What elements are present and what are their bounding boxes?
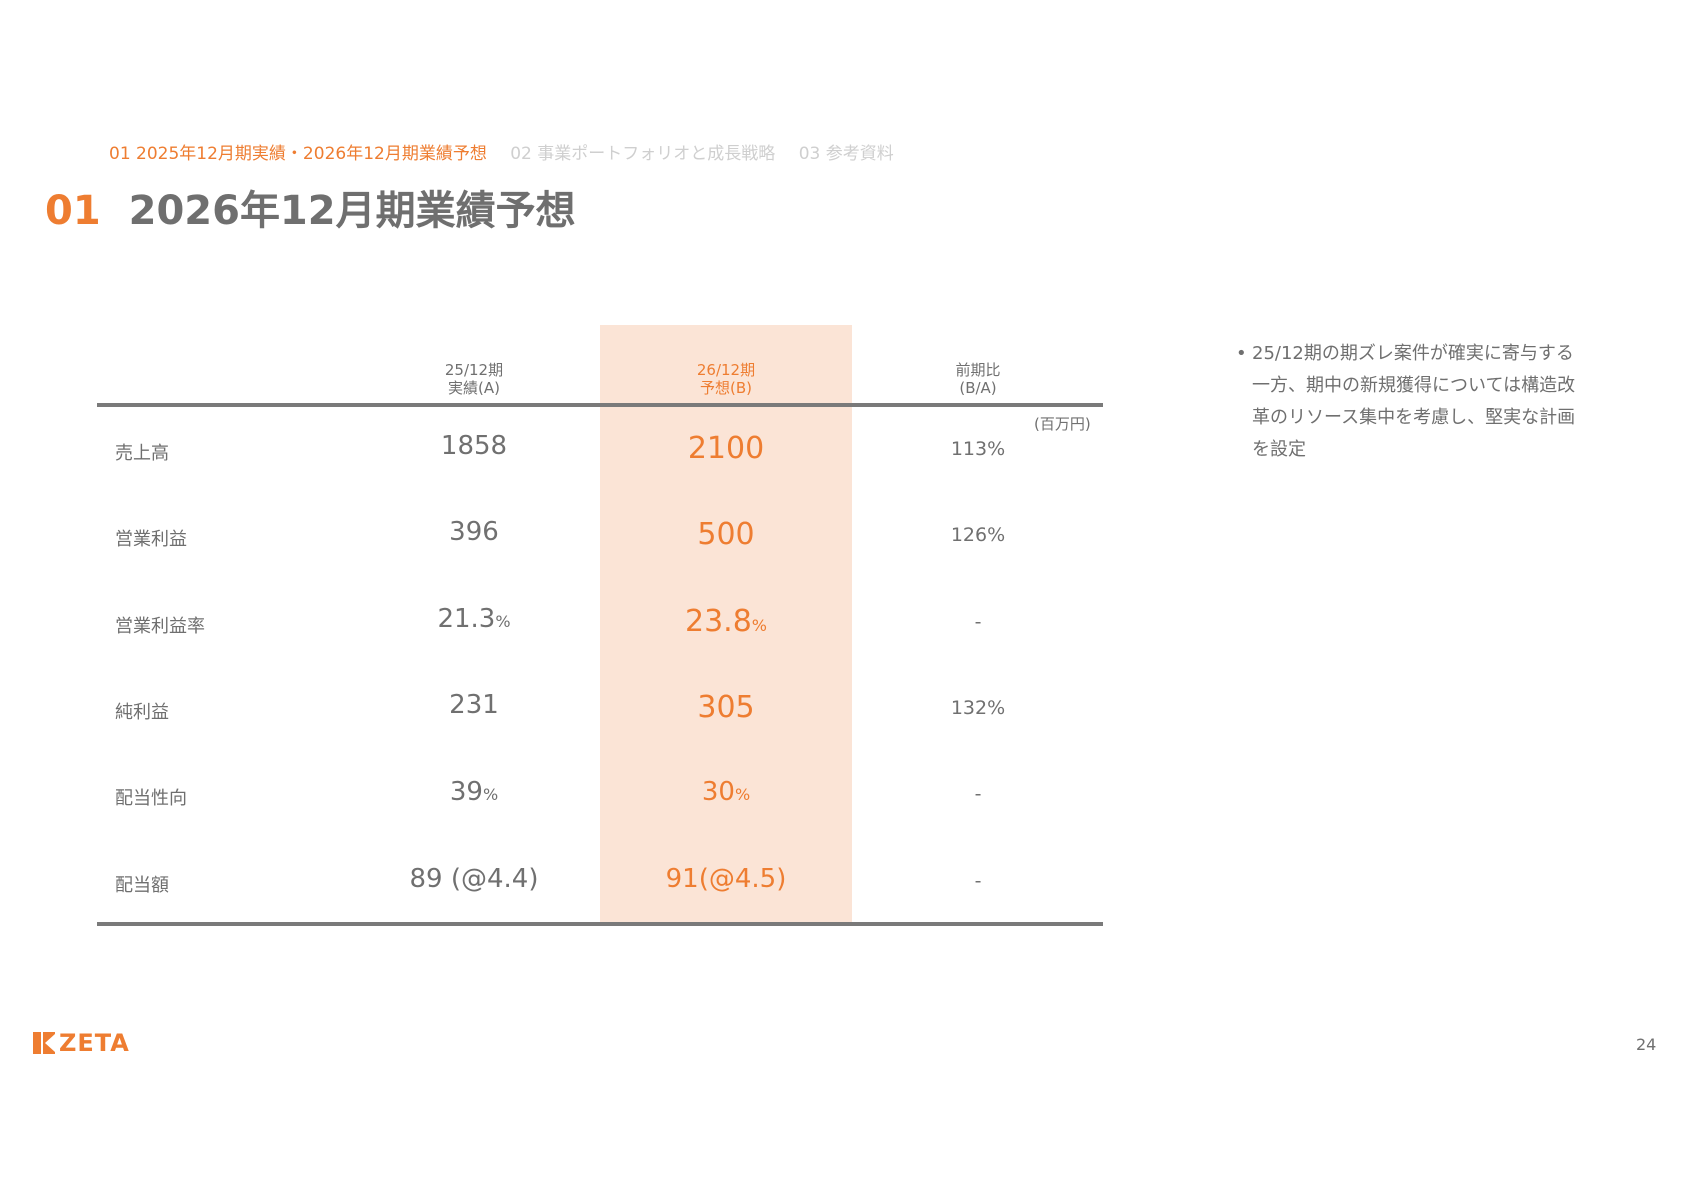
actual-operating-margin-value: 21.3 — [437, 604, 496, 634]
row-label-dividend: 配当額 — [115, 875, 169, 896]
ratio-operating-profit: 126% — [950, 524, 1006, 546]
actual-payout-ratio: 39% — [348, 777, 600, 807]
logo-text: ZETA — [59, 1029, 130, 1057]
page-title: 01 2026年12月期業績予想 — [45, 178, 576, 236]
forecast-payout-ratio: 30% — [600, 777, 852, 807]
row-label-operating-margin: 営業利益率 — [115, 616, 205, 637]
ratio-dividend: - — [974, 870, 982, 892]
forecast-operating-profit: 500 — [600, 517, 852, 552]
forecast-operating-profit-value: 500 — [697, 517, 755, 552]
breadcrumb-item-portfolio[interactable]: 02 事業ポートフォリオと成長戦略 — [510, 144, 776, 164]
actual-operating-margin: 21.3% — [348, 604, 600, 634]
forecast-payout-ratio-value: 30 — [701, 777, 735, 807]
header-forecast-line2: 予想(B) — [700, 379, 752, 397]
actual-operating-margin-unit: % — [495, 612, 511, 631]
page-title-text: 2026年12月期業績予想 — [128, 188, 576, 234]
forecast-dividend: 91(@4.5) — [600, 864, 852, 894]
breadcrumb-item-reference[interactable]: 03 参考資料 — [798, 144, 894, 164]
forecast-net-income-value: 305 — [697, 690, 755, 725]
forecast-sales: 2100 — [600, 431, 852, 466]
actual-payout-ratio-unit: % — [482, 785, 499, 804]
actual-payout-ratio-value: 39 — [449, 777, 483, 807]
header-ratio-line2: (B/A) — [959, 379, 997, 397]
row-label-payout-ratio: 配当性向 — [115, 788, 187, 809]
table-bottom-rule — [97, 922, 1103, 926]
breadcrumb: 01 2025年12月期実績・2026年12月期業績予想 02 事業ポートフォリ… — [109, 139, 912, 164]
ratio-sales: 113% — [950, 438, 1006, 460]
bullet-icon: • — [1236, 343, 1247, 364]
actual-net-income: 231 — [348, 690, 600, 720]
breadcrumb-item-active[interactable]: 01 2025年12月期実績・2026年12月期業績予想 — [109, 144, 487, 164]
actual-dividend-value: 89 (@4.4) — [409, 864, 539, 894]
forecast-operating-margin-value: 23.8 — [685, 604, 752, 639]
header-forecast: 26/12期 予想(B) — [626, 361, 826, 397]
ratio-operating-margin: - — [974, 611, 982, 633]
row-label-operating-profit: 営業利益 — [115, 529, 187, 550]
logo-mark-icon — [33, 1032, 55, 1054]
row-label-sales: 売上高 — [115, 443, 169, 464]
forecast-net-income: 305 — [600, 690, 852, 725]
commentary-text: 25/12期の期ズレ案件が確実に寄与する一方、期中の新規獲得については構造改革の… — [1252, 343, 1576, 460]
forecast-payout-ratio-unit: % — [734, 785, 751, 804]
actual-operating-profit: 396 — [348, 517, 600, 547]
actual-sales: 1858 — [348, 431, 600, 461]
forecast-dividend-value: 91(@4.5) — [665, 864, 787, 894]
actual-net-income-value: 231 — [449, 690, 499, 720]
actual-operating-profit-value: 396 — [449, 517, 499, 547]
row-label-net-income: 純利益 — [115, 702, 169, 723]
header-actual: 25/12期 実績(A) — [374, 361, 574, 397]
forecast-operating-margin-unit: % — [751, 616, 767, 635]
section-number: 01 — [45, 188, 101, 234]
ratio-net-income: 132% — [950, 697, 1006, 719]
unit-label: (百万円) — [1034, 415, 1091, 433]
commentary-note: • 25/12期の期ズレ案件が確実に寄与する一方、期中の新規獲得については構造改… — [1236, 338, 1576, 466]
company-logo: ZETA — [33, 1029, 130, 1057]
ratio-payout-ratio: - — [974, 783, 982, 805]
forecast-sales-value: 2100 — [687, 431, 765, 466]
page-number: 24 — [1636, 1035, 1657, 1054]
header-actual-line1: 25/12期 — [444, 361, 504, 379]
header-ratio-line1: 前期比 — [955, 361, 1001, 379]
actual-dividend: 89 (@4.4) — [348, 864, 600, 894]
actual-sales-value: 1858 — [440, 431, 508, 461]
header-actual-line2: 実績(A) — [448, 379, 500, 397]
forecast-operating-margin: 23.8% — [600, 604, 852, 639]
table-top-rule — [97, 403, 1103, 407]
header-ratio: 前期比 (B/A) — [878, 361, 1078, 397]
header-forecast-line1: 26/12期 — [696, 361, 756, 379]
forecast-column-highlight — [600, 325, 852, 923]
